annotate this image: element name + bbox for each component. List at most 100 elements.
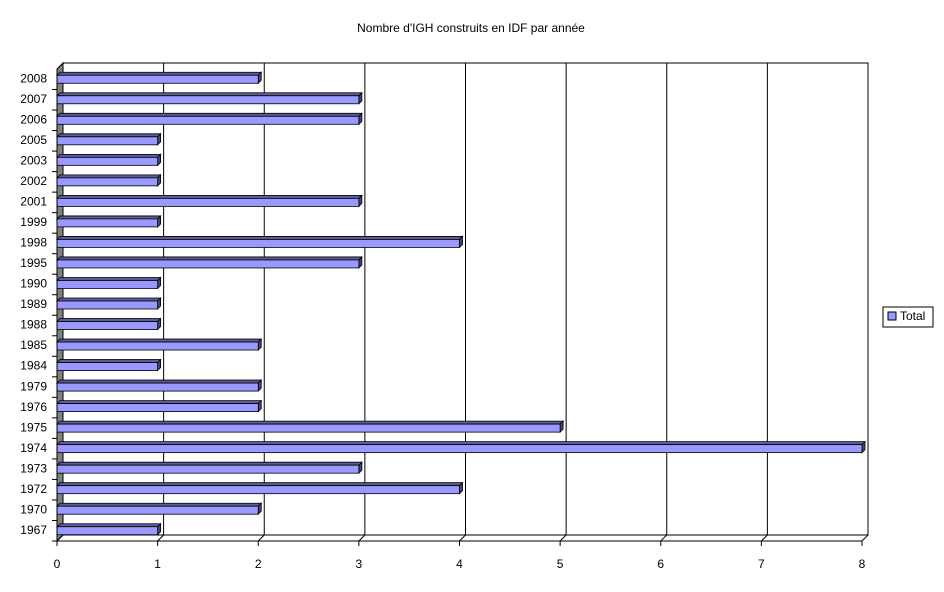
bar-front (56, 74, 259, 84)
y-tick-label: 1967 (20, 523, 47, 537)
grid-floor-line (761, 534, 768, 542)
bar-front (56, 136, 159, 146)
bar-top (56, 482, 464, 487)
bar-top (56, 523, 162, 528)
y-tick-label: 1989 (20, 297, 47, 311)
bar (56, 132, 162, 146)
y-tick-label: 1979 (20, 379, 47, 393)
y-tick-label: 2006 (20, 112, 47, 126)
bar (56, 502, 263, 516)
bar (56, 522, 162, 536)
bar-top (56, 379, 263, 384)
bar (56, 317, 162, 331)
bar (56, 255, 363, 269)
legend-swatch (887, 311, 897, 321)
bar-front (56, 218, 159, 228)
y-tick-label: 1990 (20, 277, 47, 291)
x-tick-label: 6 (657, 557, 664, 571)
bar (56, 112, 363, 126)
grid-floor-line (358, 534, 366, 542)
y-tick-label: 1985 (20, 338, 47, 352)
grid-floor-line (660, 534, 668, 542)
bar-top (56, 297, 162, 302)
x-tick-label: 4 (456, 557, 463, 571)
bar (56, 235, 464, 249)
bar-front (56, 95, 360, 105)
y-tick-label: 2005 (20, 133, 47, 147)
bar-front (56, 341, 259, 351)
bar-top (56, 277, 162, 281)
bar (56, 214, 162, 228)
bar-front (56, 444, 863, 454)
bar-front (56, 403, 259, 413)
y-tick-label: 1973 (20, 461, 47, 475)
x-tick-label: 8 (859, 557, 866, 571)
x-tick-label: 5 (557, 557, 564, 571)
bar-front (56, 177, 159, 187)
grid-floor-line (459, 534, 466, 542)
bar-top (56, 133, 162, 138)
grid-floor-line (157, 534, 164, 542)
bar-front (56, 382, 259, 392)
bar-top (56, 400, 263, 405)
y-tick-label: 1970 (20, 502, 47, 516)
bar (56, 91, 363, 105)
x-tick-label: 3 (356, 557, 363, 571)
y-tick-label: 1998 (20, 236, 47, 250)
bar (56, 481, 464, 495)
y-tick-label: 1995 (20, 256, 47, 270)
bar-top (56, 153, 162, 158)
bar-top (56, 338, 263, 343)
bar-top (56, 256, 363, 261)
bar (56, 276, 162, 290)
y-tick-label: 1976 (20, 400, 47, 414)
bar (56, 399, 263, 413)
y-tick-label: 1974 (20, 441, 47, 455)
bar (56, 71, 263, 85)
bars (56, 71, 866, 536)
y-tick-label: 1972 (20, 482, 47, 496)
bar-top (56, 502, 263, 507)
bar-top (56, 71, 263, 76)
bar (56, 338, 263, 352)
x-tick-label: 2 (255, 557, 262, 571)
bar-front (56, 259, 360, 269)
bar-top (56, 215, 162, 220)
legend: Total (882, 306, 934, 328)
bar-front (56, 239, 460, 248)
y-tick-label: 2002 (20, 174, 47, 188)
y-tick-label: 1999 (20, 215, 47, 229)
bar-front (56, 526, 159, 536)
grid-floor-line (56, 534, 64, 542)
y-tick-label: 2008 (20, 71, 47, 85)
bar-top (56, 194, 363, 199)
bar (56, 461, 363, 475)
bar-top (56, 318, 162, 322)
bar-front (56, 485, 460, 495)
y-tick-label: 2001 (20, 195, 47, 209)
y-tick-label: 1984 (20, 359, 47, 373)
y-tick-label: 1988 (20, 318, 47, 332)
bar (56, 379, 263, 393)
y-tick-label: 2003 (20, 154, 47, 168)
x-tick-label: 7 (758, 557, 765, 571)
bar-front (56, 464, 360, 474)
bar-front (56, 321, 159, 330)
y-tick-label: 2007 (20, 92, 47, 106)
bar-front (56, 115, 360, 125)
legend-label: Total (900, 309, 925, 323)
bar (56, 420, 565, 434)
bar-front (56, 423, 561, 433)
bar-top (56, 174, 162, 179)
bar-top (56, 441, 866, 446)
bar-front (56, 505, 259, 515)
y-tick-label: 1975 (20, 420, 47, 434)
bar-front (56, 197, 360, 207)
bar (56, 440, 866, 454)
bar-front (56, 156, 159, 166)
bar-front (56, 362, 159, 371)
bar (56, 297, 162, 310)
bar-top (56, 92, 363, 97)
bar (56, 153, 162, 167)
